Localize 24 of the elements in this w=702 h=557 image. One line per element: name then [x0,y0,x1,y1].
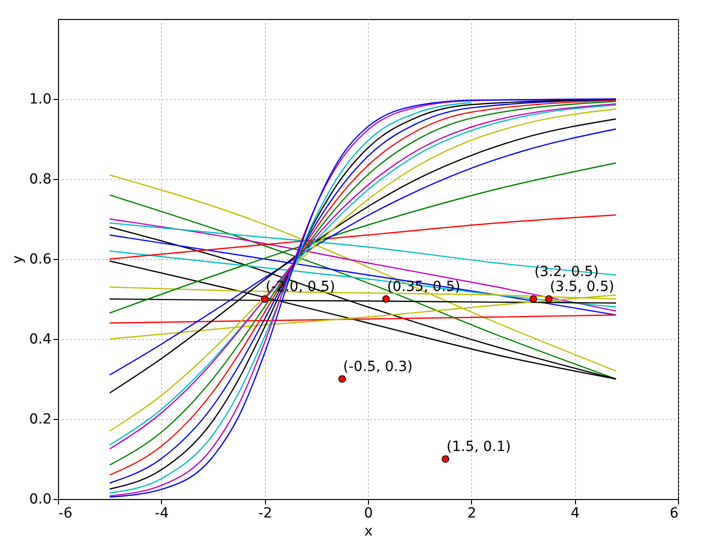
y-tick-label: 0.8 [29,172,52,188]
x-tick-label: 0 [364,506,373,522]
point [382,295,390,303]
x-tick-label: 6 [670,506,679,522]
y-axis-title: y [10,255,26,264]
point [442,455,450,463]
annotation: (1.5, 0.1) [446,439,511,455]
annotation: (-0.5, 0.3) [343,359,413,375]
annotation: (3.5, 0.5) [550,279,614,295]
point [545,295,553,303]
y-tick-label: 0.2 [29,412,52,428]
point [260,295,268,303]
x-tick-label: 4 [570,506,580,522]
y-tick-label: 0.0 [29,492,52,508]
x-tick-label: -6 [58,506,73,522]
point [530,295,538,303]
x-tick-label: -2 [258,506,272,522]
y-tick-label: 0.6 [29,252,52,268]
x-axis-title: x [364,524,373,540]
y-tick-label: 0.4 [29,332,52,348]
x-tick-label: -4 [154,506,169,522]
x-tick-label: 2 [467,506,476,522]
point [338,375,346,383]
y-tick-label: 1.0 [29,92,52,108]
